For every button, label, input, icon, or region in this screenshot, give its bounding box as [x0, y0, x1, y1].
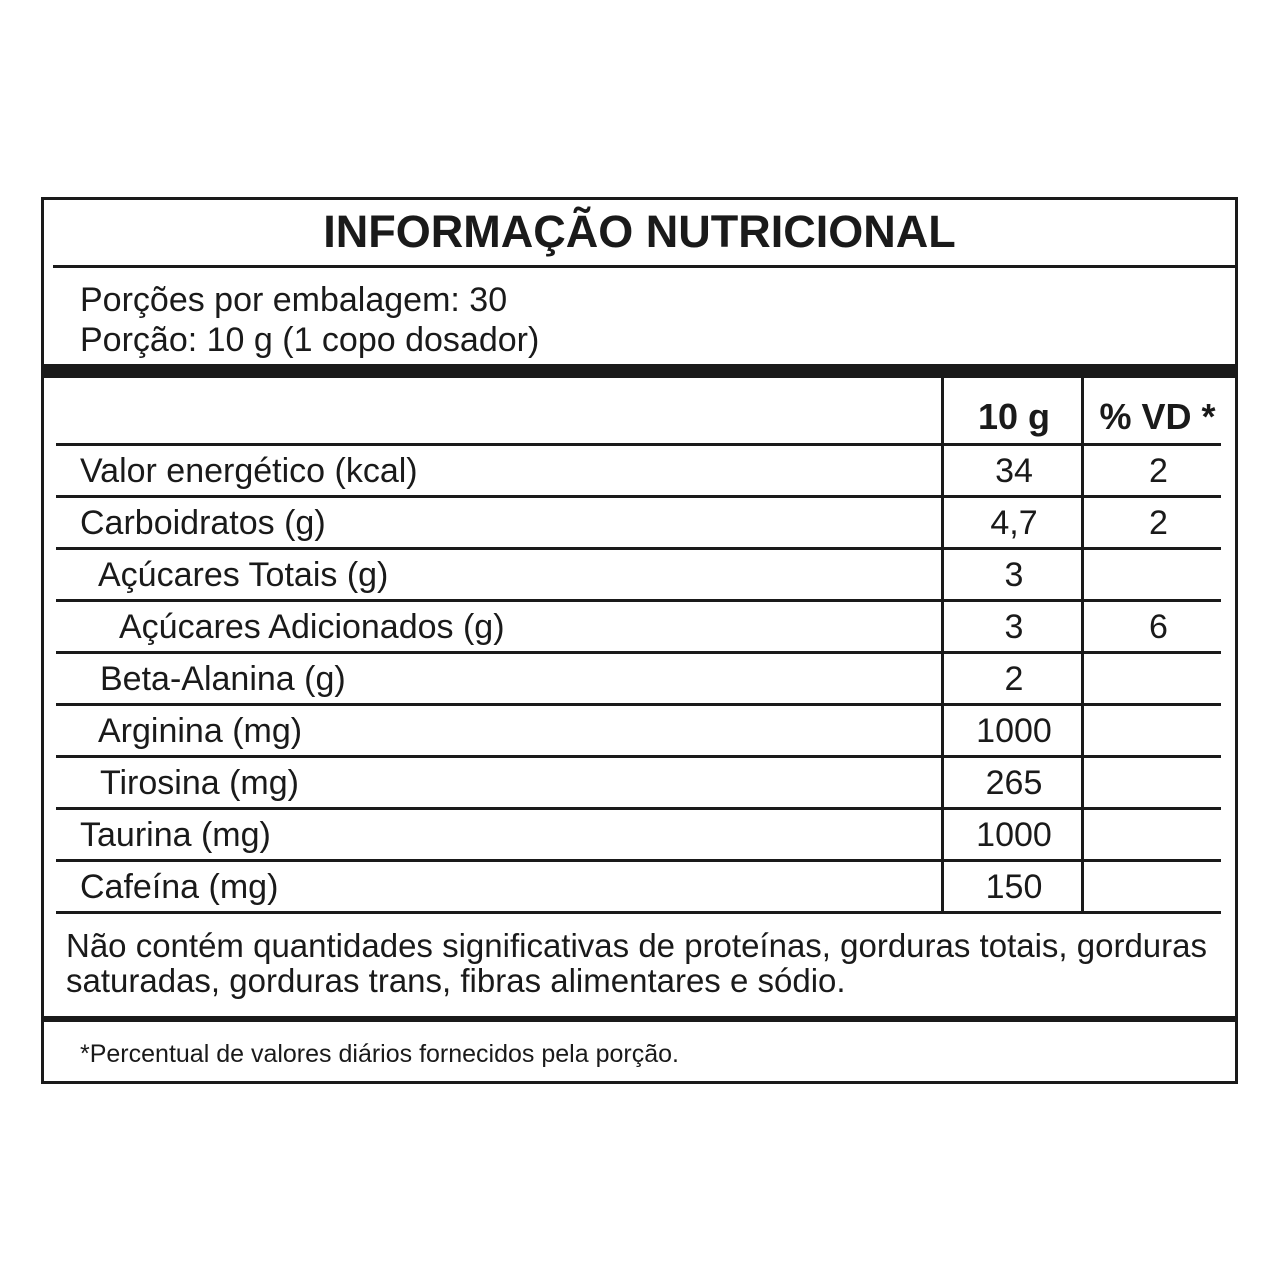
- servings-per-package: Porções por embalagem: 30: [80, 281, 508, 319]
- nutrient-amount: 150: [985, 868, 1043, 906]
- table-row: Arginina (mg) 1000: [56, 706, 1221, 758]
- table-row: Açúcares Adicionados (g) 3 6: [56, 602, 1221, 654]
- nutrient-label: Açúcares Adicionados (g): [119, 608, 505, 646]
- nutrient-daily-value: 6: [1149, 608, 1168, 646]
- footnote: *Percentual de valores diários fornecido…: [80, 1040, 679, 1068]
- nutrient-label: Cafeína (mg): [80, 868, 279, 906]
- nutrient-label: Tirosina (mg): [100, 764, 299, 802]
- serving-size: Porção: 10 g (1 copo dosador): [80, 321, 540, 359]
- nutrient-label: Valor energético (kcal): [80, 452, 418, 490]
- row-divider: [56, 911, 1221, 914]
- nutrient-label: Carboidratos (g): [80, 504, 326, 542]
- row-divider: [56, 443, 1221, 446]
- table-row: Taurina (mg) 1000: [56, 810, 1221, 862]
- table-row: Beta-Alanina (g) 2: [56, 654, 1221, 706]
- nutrient-amount: 1000: [976, 816, 1052, 854]
- nutrient-amount: 2: [1004, 660, 1024, 698]
- nutrition-table-border: [41, 197, 1238, 1084]
- nutrient-amount: 265: [985, 764, 1043, 802]
- column-divider: [941, 378, 944, 913]
- row-divider: [56, 755, 1221, 758]
- row-divider: [56, 651, 1221, 654]
- table-row: Açúcares Totais (g) 3: [56, 550, 1221, 602]
- nutrient-amount: 34: [995, 452, 1033, 490]
- nutrient-amount: 3: [1004, 608, 1024, 646]
- table-row: Valor energético (kcal) 34 2: [56, 446, 1221, 498]
- thick-divider: [41, 364, 1238, 378]
- nutrient-label: Arginina (mg): [98, 712, 303, 750]
- row-divider: [56, 859, 1221, 862]
- note-text: Não contém quantidades significativas de…: [66, 927, 1207, 999]
- nutrient-amount: 1000: [976, 712, 1052, 750]
- column-header-daily-value: % VD *: [1099, 396, 1216, 437]
- column-header-amount: 10 g: [977, 396, 1051, 437]
- row-divider: [56, 807, 1221, 810]
- nutrient-amount: 4,7: [990, 504, 1038, 542]
- nutrient-amount: 3: [1004, 556, 1024, 594]
- nutrient-label: Açúcares Totais (g): [98, 556, 389, 594]
- row-divider: [56, 547, 1221, 550]
- table-title: INFORMAÇÃO NUTRICIONAL: [323, 206, 956, 257]
- nutrient-daily-value: 2: [1149, 504, 1168, 542]
- nutrient-label: Beta-Alanina (g): [100, 660, 346, 698]
- row-divider: [56, 495, 1221, 498]
- table-row: Tirosina (mg) 265: [56, 758, 1221, 810]
- nutrient-daily-value: 2: [1149, 452, 1168, 490]
- thick-divider: [41, 1016, 1238, 1022]
- column-divider: [1081, 378, 1084, 913]
- row-divider: [56, 599, 1221, 602]
- divider: [53, 265, 1238, 268]
- nutrient-label: Taurina (mg): [80, 816, 271, 854]
- table-row: Cafeína (mg) 150: [56, 862, 1221, 914]
- table-row: Carboidratos (g) 4,7 2: [56, 498, 1221, 550]
- row-divider: [56, 703, 1221, 706]
